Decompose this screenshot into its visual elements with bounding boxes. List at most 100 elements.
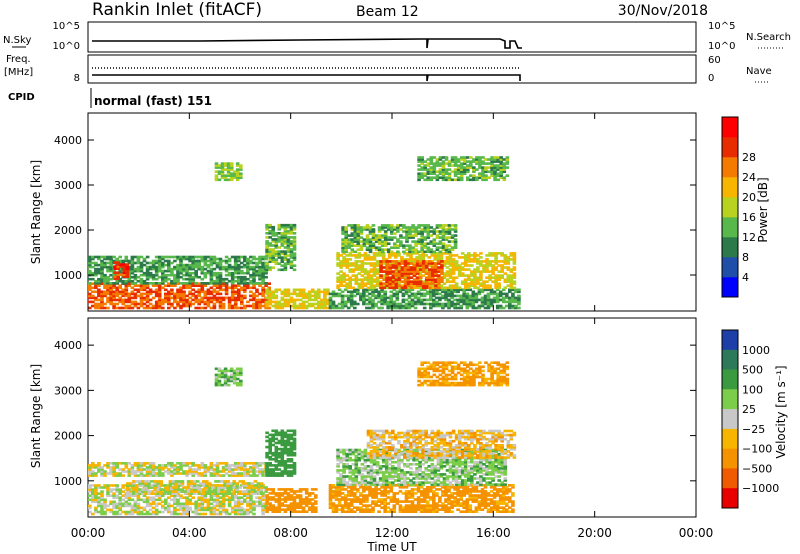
- heatmap-cell: [512, 268, 517, 271]
- heatmap-cell: [212, 255, 217, 259]
- heatmap-cell: [167, 296, 171, 300]
- heatmap-cell: [478, 158, 482, 161]
- heatmap-cell: [103, 273, 107, 277]
- heatmap-cell: [429, 176, 434, 179]
- heatmap-cell: [247, 492, 252, 495]
- heatmap-cell: [310, 294, 315, 298]
- heatmap-cell: [154, 294, 159, 298]
- heatmap-cell: [265, 240, 269, 243]
- heatmap-cell: [179, 512, 183, 516]
- heatmap-cell: [501, 306, 506, 310]
- heatmap-cell: [453, 224, 458, 227]
- heatmap-cell: [244, 484, 249, 487]
- heatmap-cell: [292, 468, 297, 471]
- heatmap-cell: [380, 242, 385, 245]
- heatmap-cell: [88, 277, 92, 281]
- heatmap-cell: [112, 464, 116, 467]
- heatmap-cell: [261, 300, 265, 304]
- heatmap-cell: [399, 242, 403, 245]
- heatmap-cell: [402, 230, 406, 233]
- heatmap-cell: [401, 300, 406, 304]
- heatmap-cell: [256, 490, 261, 493]
- heatmap-cell: [179, 298, 183, 302]
- heatmap-cell: [249, 265, 253, 269]
- heatmap-cell: [323, 300, 327, 304]
- heatmap-cell: [215, 277, 220, 281]
- heatmap-cell: [494, 286, 498, 290]
- heatmap-cell: [176, 470, 180, 473]
- heatmap-cell: [438, 162, 443, 165]
- heatmap-cell: [369, 286, 374, 290]
- heatmap-cell: [277, 240, 282, 243]
- heatmap-cell: [200, 282, 205, 285]
- heatmap-cell: [185, 273, 189, 277]
- heatmap-cell: [274, 510, 279, 513]
- heatmap-cell: [394, 280, 399, 283]
- heatmap-cell: [176, 263, 180, 267]
- heatmap-cell: [493, 164, 497, 167]
- heatmap-cell: [354, 256, 359, 259]
- heatmap-cell: [191, 267, 195, 271]
- heatmap-cell: [453, 168, 458, 171]
- heatmap-cell: [470, 264, 474, 267]
- heatmap-cell: [440, 266, 444, 269]
- heatmap-cell: [310, 288, 315, 292]
- heatmap-cell: [371, 244, 376, 247]
- heatmap-cell: [182, 302, 186, 306]
- heatmap-cell: [142, 279, 147, 283]
- nsky-label: N.Sky: [3, 35, 31, 46]
- date-label: 30/Nov/2018: [618, 3, 708, 19]
- heatmap-cell: [286, 290, 291, 294]
- heatmap-cell: [224, 259, 229, 263]
- heatmap-cell: [476, 254, 480, 257]
- heatmap-cell: [368, 240, 373, 243]
- heatmap-cell: [121, 306, 125, 310]
- heatmap-cell: [292, 472, 297, 475]
- heatmap-cell: [261, 277, 265, 281]
- heatmap-cell: [161, 464, 165, 467]
- heatmap-cell: [227, 502, 232, 506]
- heatmap-cell: [188, 466, 192, 469]
- heatmap-cell: [221, 462, 226, 465]
- heatmap-cell: [422, 288, 427, 292]
- heatmap-cell: [379, 282, 383, 285]
- heatmap-cell: [383, 290, 387, 294]
- heatmap-cell: [139, 296, 144, 300]
- heatmap-cell: [428, 286, 432, 290]
- heatmap-cell: [173, 488, 177, 491]
- heatmap-cell: [240, 294, 244, 298]
- heatmap-cell: [283, 242, 288, 245]
- heatmap-cell: [165, 488, 170, 491]
- heatmap-cell: [112, 466, 116, 469]
- heatmap-cell: [448, 274, 453, 277]
- heatmap-cell: [438, 242, 443, 245]
- heatmap-cell: [258, 259, 262, 263]
- heatmap-cell: [170, 498, 174, 502]
- heatmap-cell: [480, 304, 485, 308]
- heatmap-cell: [456, 160, 461, 163]
- heatmap-cell: [249, 261, 253, 265]
- heatmap-cell: [310, 302, 315, 306]
- heatmap-cell: [447, 240, 452, 243]
- heatmap-cell: [451, 280, 456, 283]
- heatmap-cell: [118, 298, 122, 302]
- heatmap-cell: [218, 259, 223, 263]
- heatmap-cell: [258, 277, 262, 281]
- heatmap-cell: [115, 466, 119, 469]
- heatmap-cell: [274, 453, 279, 457]
- heatmap-cell: [473, 286, 477, 290]
- heatmap-cell: [138, 492, 142, 495]
- heatmap-cell: [508, 296, 512, 300]
- heatmap-cell: [185, 504, 189, 508]
- heatmap-cell: [421, 254, 425, 257]
- heatmap-cell: [292, 508, 297, 511]
- heatmap-cell: [212, 290, 217, 294]
- heatmap-cell: [365, 290, 369, 294]
- heatmap-cell: [292, 258, 297, 261]
- heatmap-region: [328, 288, 521, 310]
- heatmap-cell: [386, 248, 391, 251]
- heatmap-cell: [388, 282, 393, 285]
- heatmap-cell: [124, 462, 129, 465]
- heatmap-cell: [129, 492, 133, 495]
- heatmap-cell: [209, 277, 214, 281]
